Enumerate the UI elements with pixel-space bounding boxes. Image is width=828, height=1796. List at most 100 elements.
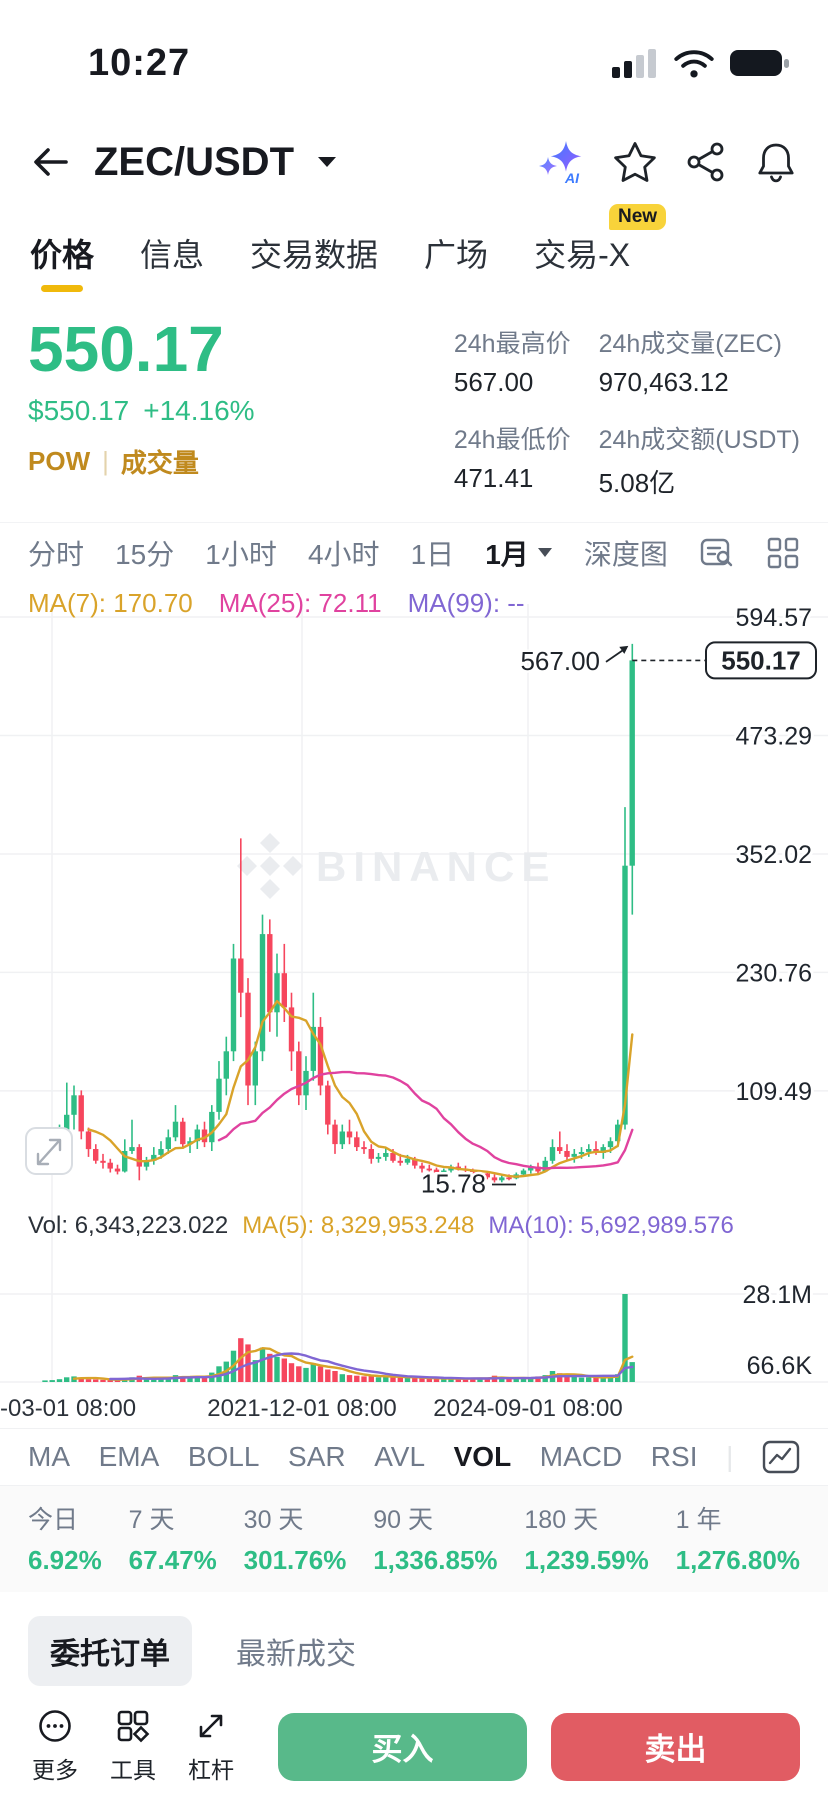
cellular-signal-icon [612, 48, 658, 78]
tab-open-orders[interactable]: 委托订单 [28, 1616, 192, 1686]
more-label: 更多 [32, 1757, 78, 1783]
stat-24h-volume: 24h成交量(ZEC) 970,463.12 [598, 330, 782, 397]
tf-dropdown-caret-icon [537, 548, 552, 557]
status-icons [612, 47, 792, 79]
action-bar: 更多 工具 杠杆 买入 卖出 [0, 1702, 828, 1795]
indicator-ma[interactable]: MA [28, 1441, 70, 1472]
leverage-icon [193, 1708, 229, 1744]
svg-text:2024-09-01 08:00: 2024-09-01 08:00 [433, 1395, 623, 1422]
tab-trade-x[interactable]: 交易-X New [534, 204, 667, 300]
battery-icon [730, 48, 792, 78]
tag-divider: | [102, 446, 109, 477]
performance-section: 今日 6.92% 7 天 67.47% 30 天 301.76% 90 天 1,… [0, 1486, 828, 1592]
timeframe-bar: 分时 15分 1小时 4小时 1日 1月 深度图 [0, 522, 828, 582]
svg-text:567.00: 567.00 [520, 646, 600, 676]
ma99-label: MA(99): -- [407, 588, 525, 618]
tab-trading-data[interactable]: 交易数据 [250, 237, 379, 273]
svg-text:109.49: 109.49 [736, 1078, 812, 1106]
svg-text:550.17: 550.17 [721, 645, 801, 675]
tf-depth-chart[interactable]: 深度图 [583, 538, 668, 570]
back-button[interactable] [30, 142, 72, 182]
status-time: 10:27 [88, 41, 191, 84]
tab-latest-trades[interactable]: 最新成交 [236, 1638, 356, 1671]
candlestick-chart[interactable]: BINANCE 594.57 473.29 352.02 230.76 109.49 28.… [0, 582, 828, 1428]
svg-text:594.57: 594.57 [736, 604, 812, 632]
volume-tag[interactable]: 成交量 [120, 448, 199, 479]
price-section: 550.17 $550.17 +14.16% POW | 成交量 24h最高价 … [0, 300, 828, 522]
volume-legend: Vol: 6,343,223.022 MA(5): 8,329,953.248 … [28, 1212, 734, 1240]
grid-layout-icon[interactable] [766, 536, 800, 570]
stat-24h-low: 24h最低价 471.41 [453, 426, 571, 493]
indicator-ema[interactable]: EMA [98, 1441, 160, 1472]
tf-1d[interactable]: 1日 [410, 538, 455, 570]
tab-price[interactable]: 价格 [30, 212, 94, 300]
indicator-macd[interactable]: MACD [539, 1441, 623, 1472]
last-price: 550.17 [28, 313, 224, 385]
svg-text:28.1M: 28.1M [743, 1281, 812, 1309]
indicator-avl[interactable]: AVL [374, 1441, 426, 1472]
indicator-rsi[interactable]: RSI [650, 1441, 698, 1472]
symbol-dropdown-caret-icon[interactable] [316, 155, 338, 169]
tf-4h[interactable]: 4小时 [307, 538, 380, 570]
nav-tabs: 价格 信息 交易数据 广场 交易-X New [0, 204, 828, 300]
svg-text:230.76: 230.76 [736, 959, 812, 987]
svg-text:AI: AI [564, 170, 580, 185]
perf-today: 今日 6.92% [28, 1506, 102, 1575]
chart-area[interactable]: MA(7): 170.70 MA(25): 72.11 MA(99): -- B… [0, 582, 828, 1428]
vol-label: Vol: 6,343,223.022 [28, 1212, 229, 1239]
24h-stats: 24h最高价 567.00 24h成交量(ZEC) 970,463.12 24h… [454, 316, 800, 500]
symbol-title[interactable]: ZEC/USDT [94, 139, 294, 184]
share-icon[interactable] [684, 140, 728, 184]
perf-30d: 30 天 301.76% [243, 1506, 347, 1575]
svg-text:BINANCE: BINANCE [316, 843, 556, 890]
tf-realtime[interactable]: 分时 [28, 538, 85, 570]
order-tabs: 委托订单 最新成交 [0, 1596, 828, 1702]
ma25-label: MA(25): 72.11 [218, 588, 382, 618]
more-icon [37, 1708, 73, 1744]
svg-text:66.6K: 66.6K [747, 1352, 813, 1380]
tf-1month-label: 1月 [485, 538, 529, 570]
tab-info[interactable]: 信息 [140, 237, 205, 273]
perf-180d: 180 天 1,239.59% [524, 1506, 649, 1575]
tf-15m[interactable]: 15分 [115, 538, 175, 570]
favorite-star-icon[interactable] [612, 140, 658, 184]
change-percent: +14.16% [143, 395, 255, 427]
indicator-sar[interactable]: SAR [288, 1441, 346, 1472]
tab-square[interactable]: 广场 [424, 237, 489, 273]
ma-legend: MA(7): 170.70 MA(25): 72.11 MA(99): -- [28, 588, 525, 619]
leverage-label: 杠杆 [188, 1757, 234, 1783]
status-bar: 10:27 [0, 0, 828, 112]
tab-trade-x-label: 交易-X [534, 237, 631, 273]
pow-tag[interactable]: POW [28, 446, 91, 477]
vol-ma5-label: MA(5): 8,329,953.248 [242, 1212, 475, 1239]
svg-text:-03-01 08:00: -03-01 08:00 [0, 1395, 136, 1422]
chart-style-icon[interactable] [762, 1440, 800, 1474]
perf-7d: 7 天 67.47% [128, 1506, 217, 1575]
perf-1y: 1 年 1,276.80% [675, 1506, 800, 1575]
indicator-settings-icon[interactable] [699, 536, 735, 570]
svg-text:15.78: 15.78 [421, 1169, 486, 1199]
ai-assistant-icon[interactable]: AI [536, 139, 586, 185]
vol-ma10-label: MA(10): 5,692,989.576 [488, 1212, 734, 1239]
notification-bell-icon[interactable] [754, 139, 798, 185]
tools-button[interactable]: 工具 [106, 1708, 160, 1785]
price-block: 550.17 $550.17 +14.16% POW | 成交量 [28, 313, 255, 500]
indicator-boll[interactable]: BOLL [187, 1441, 260, 1472]
ma7-label: MA(7): 170.70 [28, 588, 193, 618]
stat-24h-turnover: 24h成交额(USDT) 5.08亿 [598, 426, 800, 498]
indicator-vol[interactable]: VOL [453, 1441, 512, 1472]
more-button[interactable]: 更多 [28, 1708, 82, 1785]
svg-text:2021-12-01 08:00: 2021-12-01 08:00 [207, 1395, 397, 1422]
leverage-button[interactable]: 杠杆 [184, 1708, 238, 1785]
tools-icon [115, 1708, 151, 1744]
tf-1month[interactable]: 1月 [485, 533, 553, 573]
buy-button[interactable]: 买入 [278, 1712, 527, 1781]
indicator-bar: MA EMA BOLL SAR AVL VOL MACD RSI | [0, 1428, 828, 1486]
app-header: ZEC/USDT AI [0, 112, 828, 212]
indicator-divider: | [726, 1441, 734, 1472]
new-badge: New [609, 204, 667, 230]
sell-button[interactable]: 卖出 [551, 1712, 800, 1781]
wifi-icon [672, 47, 716, 79]
tf-1h[interactable]: 1小时 [205, 538, 277, 570]
